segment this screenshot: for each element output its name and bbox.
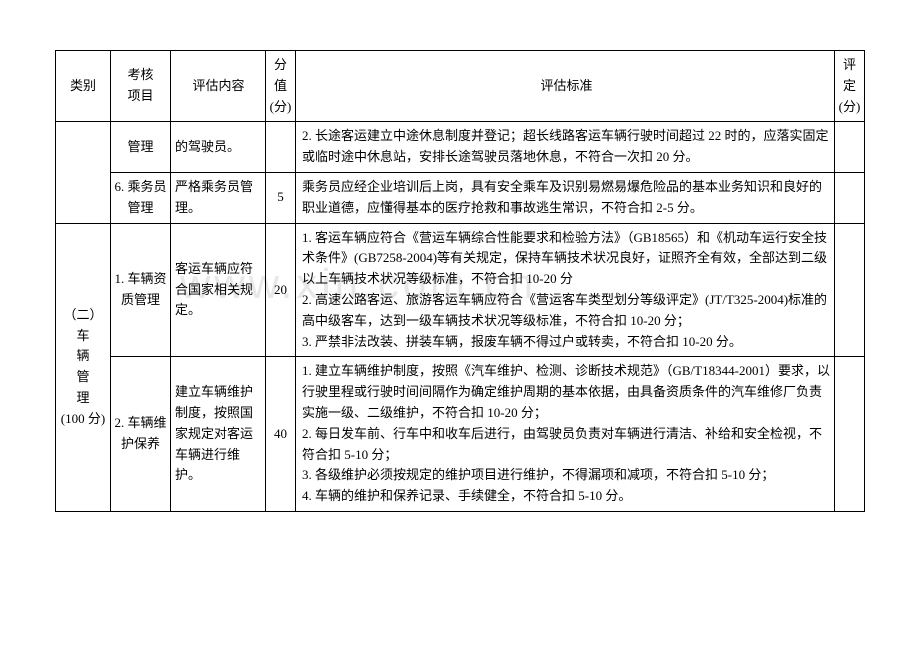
header-standard: 评估标准 [296, 51, 835, 122]
header-score: 分值(分) [266, 51, 296, 122]
header-row: 类别 考核项目 评估内容 分值(分) 评估标准 评定(分) [56, 51, 865, 122]
header-category: 类别 [56, 51, 111, 122]
table-row: 管理 的驾驶员。 2. 长途客运建立中途休息制度并登记；超长线路客运车辆行驶时间… [56, 122, 865, 173]
table-row: 6. 乘务员管理 严格乘务员管理。 5 乘务员应经企业培训后上岗，具有安全乘车及… [56, 172, 865, 223]
cell-rating [835, 172, 865, 223]
cell-content: 建立车辆维护制度，按照国家规定对客运车辆进行维护。 [171, 357, 266, 512]
cell-score: 5 [266, 172, 296, 223]
cell-content: 严格乘务员管理。 [171, 172, 266, 223]
table-row: 2. 车辆维护保养 建立车辆维护制度，按照国家规定对客运车辆进行维护。 40 1… [56, 357, 865, 512]
cell-rating [835, 357, 865, 512]
cell-standard: 1. 建立车辆维护制度，按照《汽车维护、检测、诊断技术规范》（GB/T18344… [296, 357, 835, 512]
header-item: 考核项目 [111, 51, 171, 122]
cell-item: 6. 乘务员管理 [111, 172, 171, 223]
header-content: 评估内容 [171, 51, 266, 122]
cell-score: 40 [266, 357, 296, 512]
cell-rating [835, 122, 865, 173]
cell-content: 的驾驶员。 [171, 122, 266, 173]
cell-standard: 2. 长途客运建立中途休息制度并登记；超长线路客运车辆行驶时间超过 22 时的，… [296, 122, 835, 173]
cell-standard: 乘务员应经企业培训后上岗，具有安全乘车及识别易燃易爆危险品的基本业务知识和良好的… [296, 172, 835, 223]
cell-standard: 1. 客运车辆应符合《营运车辆综合性能要求和检验方法》（GB18565）和《机动… [296, 223, 835, 357]
cell-item: 2. 车辆维护保养 [111, 357, 171, 512]
assessment-table: 类别 考核项目 评估内容 分值(分) 评估标准 评定(分) 管理 的驾驶员。 2… [55, 50, 865, 512]
cell-category: （二）车辆管理(100 分) [56, 223, 111, 511]
cell-score [266, 122, 296, 173]
cell-content: 客运车辆应符合国家相关规定。 [171, 223, 266, 357]
cell-score: 20 [266, 223, 296, 357]
cell-category-blank [56, 122, 111, 223]
table-row: （二）车辆管理(100 分) 1. 车辆资质管理 客运车辆应符合国家相关规定。 … [56, 223, 865, 357]
cell-item: 管理 [111, 122, 171, 173]
header-rating: 评定(分) [835, 51, 865, 122]
cell-item: 1. 车辆资质管理 [111, 223, 171, 357]
cell-rating [835, 223, 865, 357]
